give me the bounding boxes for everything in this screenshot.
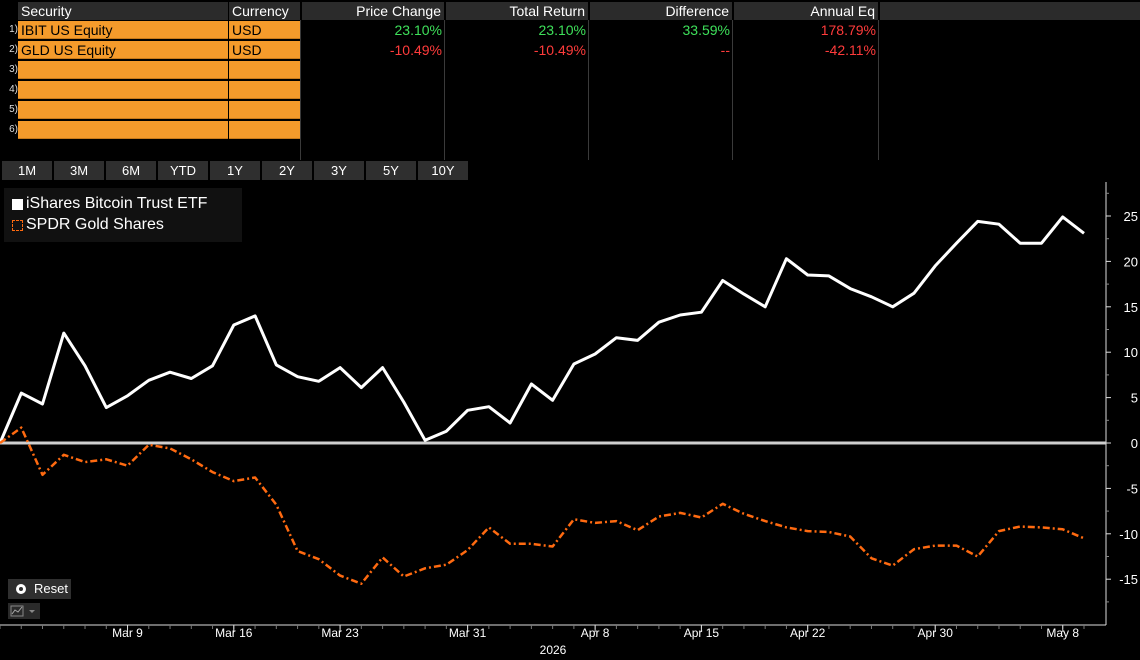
- currency-input[interactable]: [229, 101, 300, 119]
- x-tick-label: Apr 30: [918, 626, 954, 640]
- x-tick-label: Apr 15: [684, 626, 720, 640]
- column-divider: [300, 20, 301, 160]
- price-change-value: 23.10%: [394, 22, 442, 38]
- x-tick-label: Mar 16: [215, 626, 253, 640]
- legend-swatch-dashed: [12, 219, 23, 231]
- line-chart: 25 20 15 10 5 0 -5 -10 -15 Mar 9 Mar 16 Mar 23 Mar 3…: [0, 182, 1138, 657]
- period-button-1m[interactable]: 1M: [2, 161, 52, 180]
- column-divider: [588, 20, 589, 160]
- x-tick-label: Mar 23: [321, 626, 359, 640]
- row-number: 1): [9, 24, 18, 35]
- period-button-3m[interactable]: 3M: [54, 161, 104, 180]
- period-button-6m[interactable]: 6M: [106, 161, 156, 180]
- security-input[interactable]: GLD US Equity: [18, 41, 228, 59]
- total-return-value: 23.10%: [538, 22, 586, 38]
- y-tick-label: 5: [1131, 391, 1138, 406]
- security-input[interactable]: IBIT US Equity: [18, 21, 228, 39]
- period-button-10y[interactable]: 10Y: [418, 161, 468, 180]
- currency-input[interactable]: [229, 81, 300, 99]
- x-tick-label: Mar 9: [112, 626, 143, 640]
- row-number: 5): [9, 104, 18, 115]
- series-line-gld: [0, 426, 1085, 585]
- y-tick-label: -15: [1119, 572, 1138, 587]
- y-tick-label: 20: [1124, 254, 1138, 269]
- period-button-5y[interactable]: 5Y: [366, 161, 416, 180]
- reset-icon: [16, 584, 26, 594]
- period-button-ytd[interactable]: YTD: [158, 161, 208, 180]
- column-divider: [444, 20, 445, 160]
- price-change-value: -10.49%: [389, 42, 442, 58]
- annual-eq-value: 178.79%: [820, 22, 876, 38]
- header-security: Security: [18, 2, 228, 20]
- x-tick-label: May 8: [1046, 626, 1079, 640]
- security-input[interactable]: [18, 101, 228, 119]
- row-number: 4): [9, 84, 18, 95]
- y-tick-label: 15: [1124, 300, 1138, 315]
- column-divider: [732, 20, 733, 160]
- total-return-value: -10.49%: [533, 42, 586, 58]
- y-tick-label: 0: [1131, 436, 1138, 451]
- chart-legend: iShares Bitcoin Trust ETF SPDR Gold Shar…: [4, 188, 242, 242]
- period-button-3y[interactable]: 3Y: [314, 161, 364, 180]
- reset-label: Reset: [34, 581, 68, 596]
- header-difference: Difference: [590, 2, 732, 20]
- chevron-down-icon: [29, 610, 35, 613]
- header-currency: Currency: [229, 2, 300, 20]
- header-price-change: Price Change: [302, 2, 444, 20]
- x-tick-label: Apr 22: [790, 626, 826, 640]
- y-tick-label: 10: [1124, 345, 1138, 360]
- annual-eq-value: -42.11%: [824, 42, 876, 58]
- y-tick-label: -10: [1119, 527, 1138, 542]
- row-number: 6): [9, 124, 18, 135]
- x-tick-label: Apr 8: [581, 626, 610, 640]
- security-input[interactable]: [18, 81, 228, 99]
- legend-item-gld: SPDR Gold Shares: [12, 215, 164, 235]
- reset-button[interactable]: Reset: [8, 579, 71, 599]
- security-input[interactable]: [18, 61, 228, 79]
- x-year-label: 2026: [540, 643, 567, 657]
- line-chart-icon: [10, 605, 35, 617]
- legend-label: SPDR Gold Shares: [26, 216, 164, 233]
- currency-input[interactable]: USD: [229, 21, 300, 39]
- column-divider: [878, 20, 879, 160]
- currency-input[interactable]: [229, 121, 300, 139]
- currency-input[interactable]: [229, 61, 300, 79]
- difference-value: --: [720, 42, 730, 58]
- period-button-1y[interactable]: 1Y: [210, 161, 260, 180]
- period-button-2y[interactable]: 2Y: [262, 161, 312, 180]
- chart-type-dropdown[interactable]: [8, 603, 40, 619]
- header-annual-eq: Annual Eq: [734, 2, 878, 20]
- series-line-ibit: [0, 215, 1085, 444]
- y-tick-label: 25: [1124, 209, 1138, 224]
- comparison-table: Security Currency Price Change Total Ret…: [0, 0, 1140, 160]
- x-tick-label: Mar 31: [449, 626, 487, 640]
- currency-input[interactable]: USD: [229, 41, 300, 59]
- y-tick-label: -5: [1126, 481, 1138, 496]
- legend-label: iShares Bitcoin Trust ETF: [26, 195, 208, 212]
- legend-swatch-solid: [12, 198, 23, 210]
- difference-value: 33.59%: [682, 22, 730, 38]
- security-input[interactable]: [18, 121, 228, 139]
- row-number: 2): [9, 44, 18, 55]
- row-number: 3): [9, 64, 18, 75]
- legend-item-ibit: iShares Bitcoin Trust ETF: [12, 194, 207, 214]
- header-blank: [880, 2, 1140, 20]
- header-total-return: Total Return: [446, 2, 588, 20]
